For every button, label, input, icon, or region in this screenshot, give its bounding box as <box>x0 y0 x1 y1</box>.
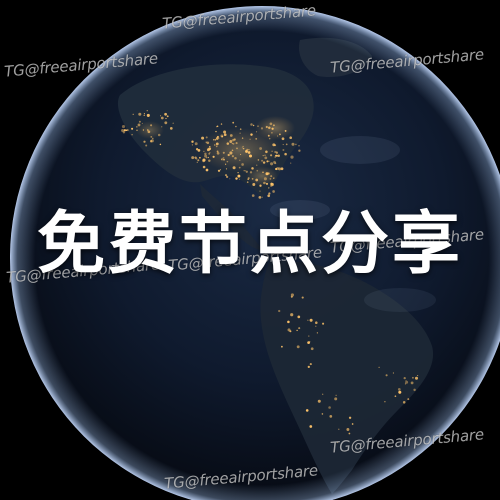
headline-title: 免费节点分享 <box>36 205 463 284</box>
atmosphere-rim <box>10 6 500 500</box>
